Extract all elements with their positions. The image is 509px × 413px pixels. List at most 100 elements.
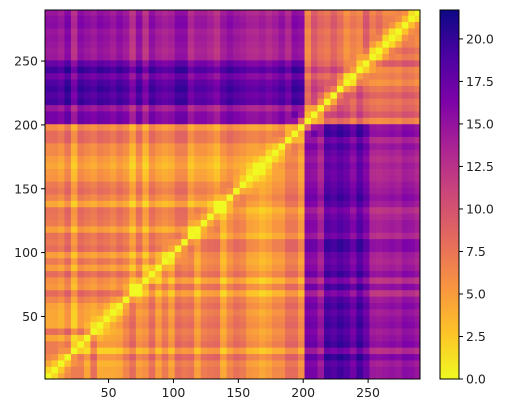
heatmap-cell [401,257,409,265]
heatmap-cell [323,257,332,265]
heatmap-cell [83,359,92,367]
heatmap-cell [375,340,383,348]
heatmap-cell [207,27,215,35]
heatmap-cell [226,123,234,131]
heatmap-cell [200,257,208,265]
heatmap-cell [362,347,370,355]
heatmap-cell [226,302,234,310]
heatmap-cell [291,53,299,61]
heatmap-cell [45,257,53,265]
heatmap-cell [129,359,137,367]
heatmap-cell [207,130,215,137]
heatmap-cell [265,34,273,42]
heatmap-cell [155,308,163,316]
heatmap-cell [317,85,325,93]
heatmap-cell [239,27,247,35]
heatmap-cell [220,155,228,163]
heatmap-cell [311,225,319,233]
heatmap-cell [174,353,182,361]
heatmap-cell [70,98,79,106]
heatmap-cell [181,40,189,48]
heatmap-cell [155,251,163,259]
heatmap-cell [116,264,124,272]
heatmap-cell [64,34,72,42]
heatmap-cell [369,359,377,367]
heatmap-cell [96,40,104,48]
heatmap-cell [135,78,143,86]
heatmap-cell [161,321,169,329]
heatmap-cell [330,104,338,112]
heatmap-cell [259,34,267,42]
heatmap-cell [375,206,383,214]
heatmap-cell [109,117,117,125]
heatmap-cell [213,110,221,118]
heatmap-cell [116,72,124,80]
heatmap-cell [116,136,124,144]
heatmap-cell [356,353,364,361]
heatmap-cell [90,200,98,208]
heatmap-cell [343,213,351,220]
heatmap-cell [161,21,169,29]
heatmap-cell [51,340,59,348]
heatmap-cell [51,110,59,118]
heatmap-cell [330,353,338,361]
heatmap-cell [323,110,332,118]
heatmap-cell [168,347,176,355]
heatmap-cell [382,174,390,182]
heatmap-cell [311,104,319,112]
heatmap-cell [252,174,260,182]
heatmap-cell [395,117,403,125]
heatmap-cell [349,289,358,297]
heatmap-cell [336,359,345,367]
heatmap-cell [200,117,208,125]
heatmap-cell [382,123,390,131]
heatmap-cell [70,372,79,379]
heatmap-cell [109,142,117,150]
heatmap-cell [369,10,377,16]
heatmap-cell [330,174,338,182]
heatmap-cell [129,161,137,169]
heatmap-cell [64,308,72,316]
heatmap-cell [311,91,319,99]
heatmap-cell [375,366,383,374]
heatmap-cell [194,181,202,189]
heatmap-cell [395,59,403,67]
heatmap-cell [233,193,241,201]
heatmap-cell [356,296,364,303]
heatmap-cell [220,110,228,118]
heatmap-cell [362,15,370,23]
heatmap-cell [135,98,143,106]
heatmap-cell [135,187,143,195]
heatmap-cell [298,168,306,176]
heatmap-cell [408,155,416,163]
heatmap-cell [317,117,325,125]
heatmap-cell [135,149,143,157]
heatmap-cell [200,136,208,144]
heatmap-cell [323,334,332,342]
heatmap-cell [259,47,267,55]
heatmap-cell [362,161,370,169]
heatmap-cell [362,219,370,227]
heatmap-cell [388,308,396,316]
heatmap-cell [375,193,383,201]
heatmap-cell [135,283,143,291]
heatmap-cell [278,168,286,176]
heatmap-cell [220,283,228,291]
heatmap-cell [207,91,215,99]
heatmap-cell [90,34,98,42]
heatmap-cell [349,123,358,131]
heatmap-cell [356,161,364,169]
heatmap-cell [155,206,163,214]
heatmap-cell [265,149,273,157]
heatmap-cell [285,59,293,67]
heatmap-cell [323,213,332,220]
heatmap-cell [336,40,345,48]
heatmap-cell [291,308,299,316]
heatmap-cell [278,276,286,284]
heatmap-cell [246,136,254,144]
heatmap-cell [291,359,299,367]
heatmap-cell [362,276,370,284]
heatmap-cell [142,257,150,265]
heatmap-cell [226,276,234,284]
